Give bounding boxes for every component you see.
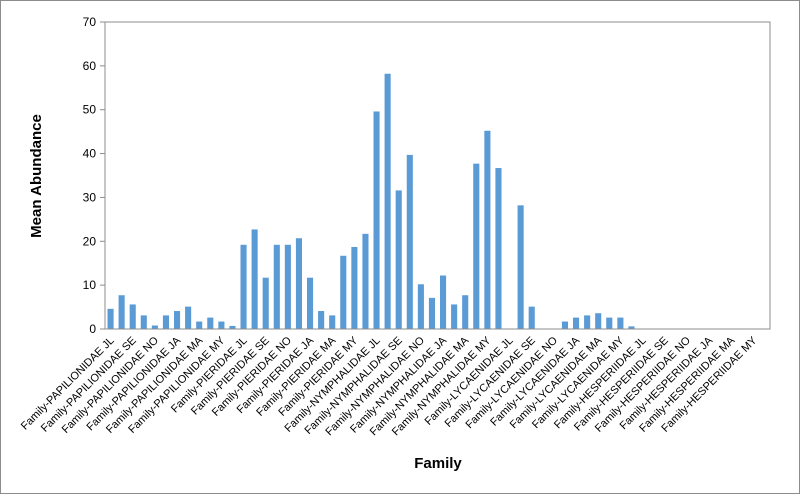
y-tick-label: 10	[83, 278, 97, 292]
bar	[606, 317, 613, 329]
y-tick-label: 60	[83, 59, 97, 73]
bar	[251, 229, 258, 329]
bar	[196, 321, 203, 329]
y-tick-label: 20	[83, 234, 97, 248]
bar	[173, 311, 181, 329]
bar	[262, 277, 269, 329]
bar	[362, 233, 369, 329]
bar	[484, 130, 491, 329]
x-axis-title: Family	[414, 455, 462, 472]
y-tick-label: 50	[83, 103, 97, 117]
bar	[218, 321, 225, 329]
bar	[151, 325, 158, 329]
bar	[428, 297, 436, 329]
bar	[406, 154, 413, 329]
bar-series	[107, 73, 635, 329]
y-tick-label: 70	[83, 15, 97, 29]
bar	[295, 238, 303, 329]
bar	[617, 317, 624, 329]
plot-area-border	[104, 21, 771, 330]
bar	[439, 275, 447, 329]
bar	[185, 306, 192, 329]
bar	[162, 315, 170, 329]
bar	[473, 163, 480, 329]
bar	[561, 321, 569, 329]
bar	[207, 317, 214, 329]
bar	[340, 255, 347, 329]
bar	[118, 295, 125, 329]
bar	[495, 168, 502, 329]
bar	[107, 308, 114, 329]
bar	[584, 315, 591, 329]
y-axis-title: Mean Abundance	[28, 114, 45, 238]
bar	[384, 73, 391, 329]
bar	[229, 325, 236, 329]
bar	[373, 111, 380, 329]
y-tick-label: 0	[89, 322, 96, 336]
bar	[240, 244, 247, 329]
bar	[528, 306, 535, 329]
bar	[517, 205, 524, 329]
bar	[329, 315, 336, 329]
y-tick-label: 40	[83, 147, 97, 161]
y-tick-label: 30	[83, 190, 97, 204]
bar	[462, 295, 469, 329]
bar	[595, 313, 602, 329]
bar	[395, 190, 402, 329]
y-axis-ticks: 0 10 20 30 40 50 60 70	[83, 15, 105, 336]
bar	[417, 284, 424, 329]
bar	[284, 244, 291, 329]
bar	[318, 311, 325, 329]
x-axis-tick-labels: Family-PAPILIONIDAE JLFamily-PAPILIONIDA…	[19, 334, 760, 438]
bar	[351, 246, 358, 329]
bar	[628, 326, 635, 329]
bar	[140, 315, 147, 329]
bar	[451, 304, 458, 329]
bar	[129, 304, 136, 329]
bar	[306, 277, 314, 329]
bar	[572, 317, 580, 329]
bar	[273, 244, 280, 329]
